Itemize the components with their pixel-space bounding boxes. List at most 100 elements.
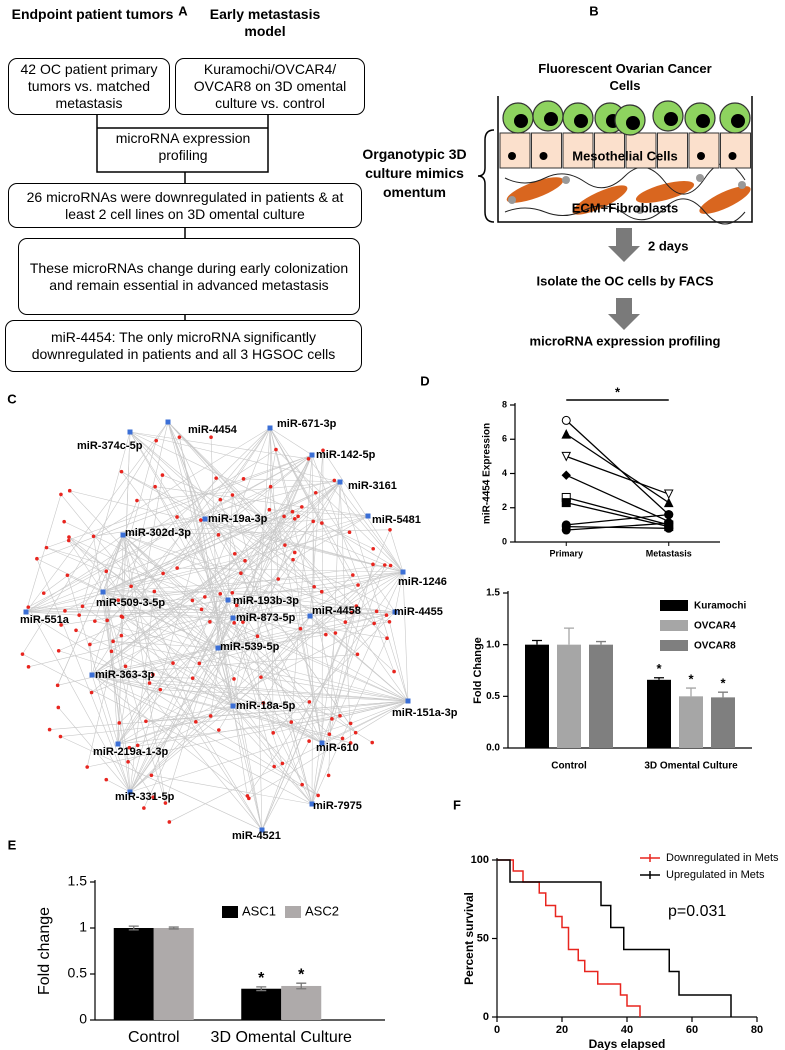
fibroblast-layer xyxy=(499,163,751,225)
legend-label: Upregulated in Mets xyxy=(666,869,765,881)
gene-node xyxy=(158,687,163,692)
mirna-label: miR-551a xyxy=(20,614,70,626)
mirna-label: miR-302d-3p xyxy=(125,527,191,539)
edge xyxy=(261,605,357,831)
bar xyxy=(711,697,735,748)
gene-node xyxy=(333,631,338,635)
gene-node xyxy=(154,438,159,443)
gene-node xyxy=(62,519,66,524)
gene-node xyxy=(135,743,140,748)
edge xyxy=(91,634,326,676)
edge xyxy=(176,427,271,569)
legend-label: OVCAR4 xyxy=(694,621,736,632)
significance-label: * xyxy=(688,672,694,687)
edge xyxy=(334,480,404,573)
flow-box: These microRNAs change during early colo… xyxy=(18,238,360,315)
error-bar xyxy=(564,627,574,645)
panel-label: E xyxy=(8,837,17,852)
gene-node xyxy=(111,639,115,644)
edge xyxy=(102,591,120,724)
ecm-dot xyxy=(738,181,746,189)
edge xyxy=(321,522,404,573)
edge xyxy=(232,565,391,707)
x-tick-label: 0 xyxy=(494,1024,500,1036)
gene-node xyxy=(85,765,90,769)
edge xyxy=(269,427,313,456)
gene-node xyxy=(292,517,297,521)
mirna-label: miR-193b-3p xyxy=(233,595,299,607)
bar xyxy=(557,644,581,748)
gene-node xyxy=(198,518,203,522)
gene-node xyxy=(354,604,359,608)
fibroblast xyxy=(635,181,695,203)
gene-node xyxy=(268,484,273,489)
gene-node xyxy=(392,669,396,674)
edge xyxy=(155,486,369,517)
edge xyxy=(195,454,313,722)
edge xyxy=(402,571,409,702)
cancer-cells xyxy=(502,100,751,136)
edge xyxy=(339,481,351,743)
nucleus xyxy=(697,152,705,160)
edge xyxy=(89,571,404,645)
mirna-label: miR-4458 xyxy=(312,605,361,617)
ecm-dot xyxy=(636,206,644,214)
mirna-node xyxy=(259,827,265,833)
edge xyxy=(192,677,323,744)
edge xyxy=(151,599,229,776)
gene-node xyxy=(149,773,154,778)
gene-node xyxy=(289,720,294,724)
gene-node xyxy=(230,493,235,497)
edge xyxy=(129,431,309,460)
edge xyxy=(129,518,206,793)
edge xyxy=(129,431,374,550)
edge xyxy=(217,647,263,831)
gene-node xyxy=(93,619,97,623)
edge xyxy=(275,449,404,573)
gene-node xyxy=(385,636,389,641)
legend-label: Kuramochi xyxy=(694,601,746,612)
gene-node xyxy=(241,477,246,481)
gene-node xyxy=(127,745,132,750)
error-bar xyxy=(128,925,139,931)
gene-node xyxy=(65,573,70,578)
edge xyxy=(261,701,310,831)
edge xyxy=(167,421,286,546)
point xyxy=(561,428,572,439)
edge xyxy=(243,478,341,483)
edge xyxy=(321,700,409,744)
edge xyxy=(311,606,357,805)
edge xyxy=(36,454,313,560)
gene-node xyxy=(218,497,223,502)
edge xyxy=(94,534,124,622)
gene-node xyxy=(306,456,311,461)
edge xyxy=(311,454,395,672)
edge xyxy=(210,481,341,717)
mirna-node xyxy=(115,741,121,747)
pair-line xyxy=(566,513,669,526)
gene-node xyxy=(67,488,72,493)
edge xyxy=(269,427,396,613)
gene-node xyxy=(291,557,295,562)
edge xyxy=(248,700,409,799)
mirna-node xyxy=(309,801,315,807)
legend-swatch xyxy=(222,906,238,918)
edge xyxy=(149,682,409,702)
edge xyxy=(93,427,271,537)
gene-node xyxy=(59,492,63,497)
arrow xyxy=(608,298,640,330)
edge xyxy=(117,705,234,745)
fibroblast xyxy=(506,177,564,203)
x-tick-label: 3D Omental Culture xyxy=(211,1029,352,1046)
legend-swatch xyxy=(660,640,688,651)
edge xyxy=(394,571,404,613)
edge xyxy=(129,431,341,483)
gene-node xyxy=(371,562,375,567)
network: miR-4454 miR-671-3p miR-374c-5p miR-142-5p m… xyxy=(20,418,458,842)
flow-box: microRNA expression profiling xyxy=(115,130,251,163)
edge xyxy=(91,674,196,723)
gene-node xyxy=(129,584,133,589)
mirna-node xyxy=(165,419,171,425)
edge xyxy=(322,450,404,573)
gene-node xyxy=(153,484,157,489)
